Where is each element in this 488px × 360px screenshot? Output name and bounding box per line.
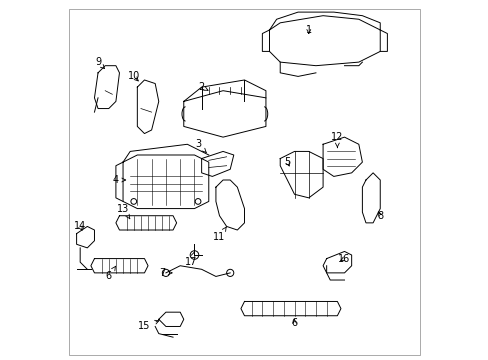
Text: 15: 15 bbox=[138, 320, 159, 332]
Text: 4: 4 bbox=[113, 175, 125, 185]
Text: 3: 3 bbox=[195, 139, 206, 152]
Text: 2: 2 bbox=[198, 82, 207, 92]
Text: 17: 17 bbox=[184, 252, 197, 267]
Text: 13: 13 bbox=[117, 203, 130, 219]
Text: 6: 6 bbox=[105, 266, 115, 282]
Text: 7: 7 bbox=[159, 268, 172, 278]
Text: 6: 6 bbox=[291, 318, 297, 328]
Text: 8: 8 bbox=[376, 211, 383, 221]
Text: 12: 12 bbox=[330, 132, 343, 148]
Text: 14: 14 bbox=[74, 221, 86, 231]
Text: 16: 16 bbox=[338, 253, 350, 264]
Text: 10: 10 bbox=[127, 71, 140, 81]
Text: 1: 1 bbox=[305, 25, 311, 35]
Text: 5: 5 bbox=[284, 157, 290, 167]
Text: 9: 9 bbox=[95, 57, 104, 69]
Text: 11: 11 bbox=[213, 227, 226, 242]
